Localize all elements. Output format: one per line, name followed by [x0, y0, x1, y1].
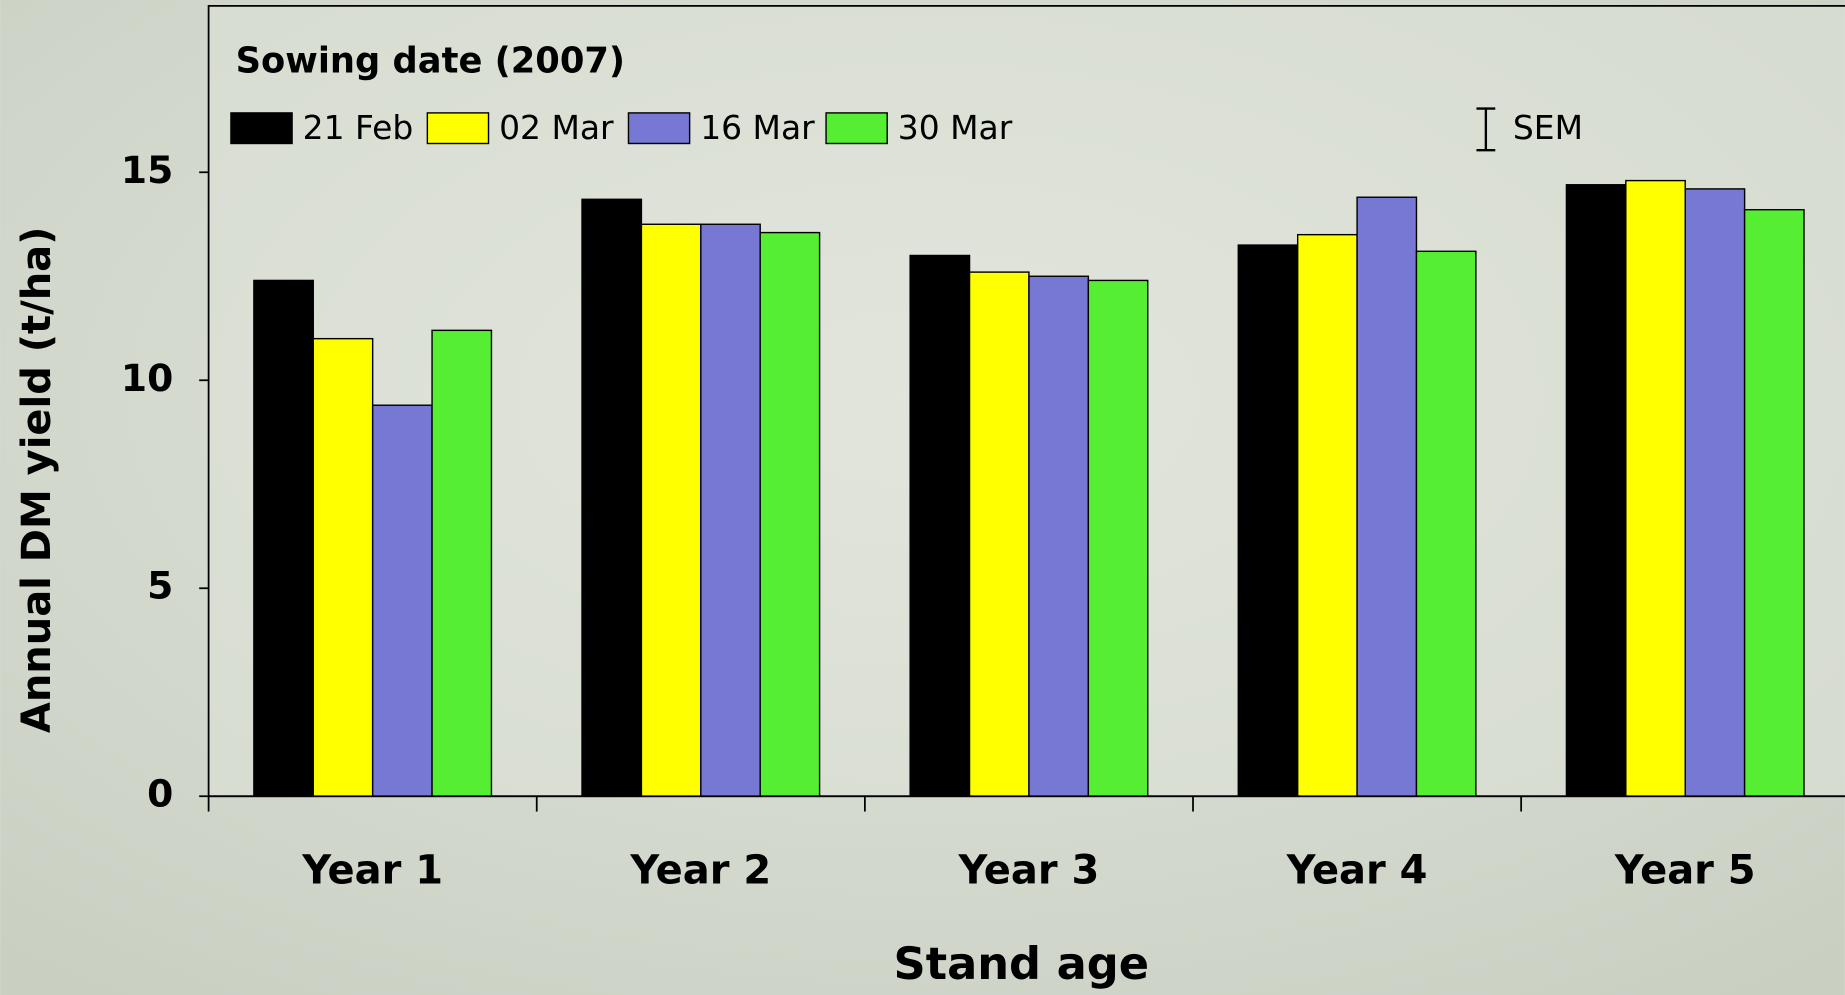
- bar: [1298, 235, 1357, 797]
- y-tick-label: 0: [147, 772, 173, 816]
- bar: [1685, 189, 1744, 796]
- bar: [432, 330, 491, 796]
- legend-swatch: [427, 113, 488, 144]
- legend-label: 30 Mar: [898, 108, 1013, 147]
- bar: [1029, 276, 1088, 796]
- bar: [1238, 245, 1297, 796]
- chart: Sowing date (2007) Annual DM yield (t/ha…: [0, 0, 1845, 995]
- bar: [313, 339, 372, 797]
- legend-swatch: [628, 113, 689, 144]
- y-tick-label: 5: [147, 564, 173, 608]
- legend-swatch: [826, 113, 887, 144]
- x-tick-label: Year 2: [629, 848, 771, 894]
- bar: [760, 233, 819, 797]
- legend-swatch: [231, 113, 292, 144]
- bar: [1416, 251, 1475, 796]
- bar: [373, 405, 432, 796]
- bar: [641, 224, 700, 796]
- y-tick-label: 15: [121, 148, 173, 192]
- x-tick-label: Year 5: [1614, 848, 1756, 894]
- sem-label: SEM: [1513, 108, 1583, 147]
- legend-label: 02 Mar: [499, 108, 614, 147]
- legend-label: 21 Feb: [303, 108, 414, 147]
- legend-label: 16 Mar: [700, 108, 815, 147]
- bar: [1626, 181, 1685, 797]
- bar: [254, 280, 313, 796]
- y-axis-label: Annual DM yield (t/ha): [14, 227, 60, 734]
- bar: [970, 272, 1029, 796]
- x-tick-label: Year 3: [958, 848, 1100, 894]
- bar: [1357, 197, 1416, 796]
- legend-title: Sowing date (2007): [236, 40, 625, 81]
- x-axis-label: Stand age: [894, 938, 1150, 990]
- x-tick-label: Year 4: [1286, 848, 1428, 894]
- page: {"chart_data": {"type": "bar", "title": …: [0, 0, 1845, 995]
- bar: [910, 255, 969, 796]
- x-tick-label: Year 1: [301, 848, 443, 894]
- bar: [582, 199, 641, 796]
- bar: [1566, 185, 1625, 796]
- bar: [701, 224, 760, 796]
- y-tick-label: 10: [121, 356, 173, 400]
- bar: [1088, 280, 1147, 796]
- bar: [1745, 210, 1804, 797]
